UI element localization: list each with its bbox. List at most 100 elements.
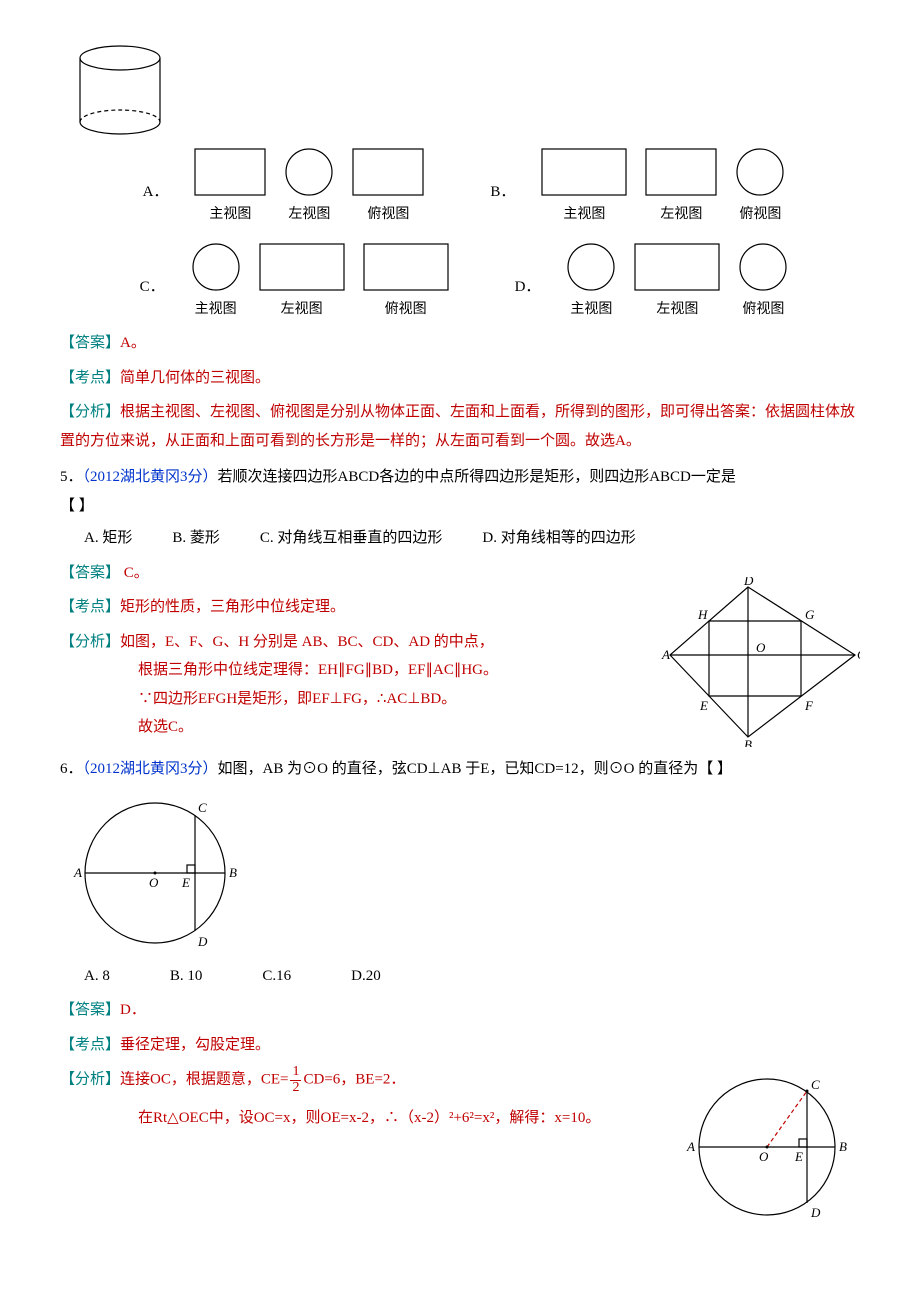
q6-figure2: A B O E C D: [675, 1059, 860, 1229]
q6-answer: 【答案】D．: [60, 996, 860, 1025]
q5-option-C: C. 对角线互相垂直的四边形: [260, 524, 443, 553]
option-B-front: 主视图: [541, 148, 627, 229]
q4-answer-value: A。: [120, 335, 146, 351]
q4-answer: 【答案】A。: [60, 329, 860, 358]
view-label-left: 左视图: [660, 202, 702, 229]
q4-analysis-value: 根据主视图、左视图、俯视图是分别从物体正面、左面和上面看，所得到的图形，即可得出…: [60, 404, 855, 449]
topic-label: 【考点】: [60, 1037, 120, 1053]
q5-option-A: A. 矩形: [84, 524, 132, 553]
q6-answer-value: D．: [120, 1002, 146, 1018]
q6-source: （2012湖北黄冈3分）: [83, 761, 218, 777]
q4-analysis: 【分析】根据主视图、左视图、俯视图是分别从物体正面、左面和上面看，所得到的图形，…: [60, 398, 860, 455]
svg-text:A: A: [73, 865, 82, 880]
answer-label: 【答案】: [60, 335, 120, 351]
q5-options: A. 矩形 B. 菱形 C. 对角线互相垂直的四边形 D. 对角线相等的四边形: [60, 524, 860, 553]
svg-text:B: B: [744, 737, 752, 747]
view-label-left: 左视图: [288, 202, 330, 229]
svg-text:F: F: [804, 698, 814, 713]
option-C-top: 俯视图: [363, 243, 449, 324]
svg-text:C: C: [811, 1077, 820, 1092]
option-C-left: 左视图: [259, 243, 345, 324]
q5-source: （2012湖北黄冈3分）: [83, 469, 218, 485]
q6-number: 6．: [60, 761, 83, 777]
svg-text:E: E: [181, 875, 190, 890]
svg-text:E: E: [794, 1149, 803, 1164]
q6-option-D: D.20: [351, 962, 381, 991]
svg-text:D: D: [810, 1205, 821, 1220]
view-label-left: 左视图: [281, 297, 323, 324]
q6-option-C: C.16: [262, 962, 291, 991]
q4-options-row2: C． 主视图 左视图 俯视图 D． 主视图 左视图 俯视图: [60, 243, 860, 324]
view-label-front: 主视图: [563, 202, 605, 229]
svg-text:C: C: [198, 800, 207, 815]
q5-bracket: 【 】: [60, 492, 860, 521]
svg-text:O: O: [756, 640, 766, 655]
q5-number: 5．: [60, 469, 83, 485]
analysis-label: 【分析】: [60, 634, 120, 650]
view-label-top: 俯视图: [367, 202, 409, 229]
q5-answer-value: C。: [120, 565, 149, 581]
q5-topic-value: 矩形的性质，三角形中位线定理。: [120, 599, 345, 615]
analysis-label: 【分析】: [60, 1072, 120, 1088]
q6-option-A: A. 8: [84, 962, 110, 991]
q5-stem: 5．（2012湖北黄冈3分）若顺次连接四边形ABCD各边的中点所得四边形是矩形，…: [60, 463, 860, 492]
svg-text:A: A: [686, 1139, 695, 1154]
cylinder-figure: [60, 40, 860, 140]
option-A-label: A．: [135, 178, 177, 229]
option-B-label: B．: [482, 178, 523, 229]
option-A-front: 主视图: [194, 148, 266, 229]
analysis-label: 【分析】: [60, 404, 120, 420]
svg-text:G: G: [805, 607, 815, 622]
svg-text:B: B: [839, 1139, 847, 1154]
q6-analysis-before: 连接OC，根据题意，CE=: [120, 1072, 288, 1088]
topic-label: 【考点】: [60, 370, 120, 386]
q6-options: A. 8 B. 10 C.16 D.20: [60, 962, 860, 991]
q6-topic-value: 垂径定理，勾股定理。: [120, 1037, 270, 1053]
option-A-top: 俯视图: [352, 148, 424, 229]
q4-options-row1: A． 主视图 左视图 俯视图 B． 主视图 左视图 俯视图: [60, 148, 860, 229]
svg-text:B: B: [229, 865, 237, 880]
svg-text:C: C: [857, 647, 860, 662]
q5-stem-text: 若顺次连接四边形ABCD各边的中点所得四边形是矩形，则四边形ABCD一定是: [218, 469, 736, 485]
option-D-label: D．: [507, 273, 549, 324]
q6-figure1: A B O E C D: [60, 788, 260, 958]
option-B-top: 俯视图: [735, 148, 785, 229]
option-C-label: C．: [132, 273, 173, 324]
option-D-top: 俯视图: [738, 243, 788, 324]
q5-figure: A B C D E F G H O: [660, 577, 860, 747]
view-label-top: 俯视图: [739, 202, 781, 229]
q6-stem-text: 如图，AB 为⊙O 的直径，弦CD⊥AB 于E，已知CD=12，则⊙O 的直径为: [218, 761, 699, 777]
svg-text:D: D: [197, 934, 208, 949]
svg-text:H: H: [697, 607, 708, 622]
svg-text:D: D: [743, 577, 754, 588]
option-A-left: 左视图: [284, 148, 334, 229]
q4-topic: 【考点】简单几何体的三视图。: [60, 364, 860, 393]
q6-topic: 【考点】垂径定理，勾股定理。: [60, 1031, 860, 1060]
q4-topic-value: 简单几何体的三视图。: [120, 370, 270, 386]
svg-text:A: A: [661, 647, 670, 662]
view-label-front: 主视图: [195, 297, 237, 324]
view-label-left: 左视图: [656, 297, 698, 324]
q5-option-D: D. 对角线相等的四边形: [482, 524, 635, 553]
q6-bracket: 【 】: [698, 761, 732, 777]
option-D-left: 左视图: [634, 243, 720, 324]
svg-text:O: O: [149, 875, 159, 890]
q6-stem: 6．（2012湖北黄冈3分）如图，AB 为⊙O 的直径，弦CD⊥AB 于E，已知…: [60, 755, 860, 784]
answer-label: 【答案】: [60, 565, 120, 581]
option-B-left: 左视图: [645, 148, 717, 229]
view-label-top: 俯视图: [385, 297, 427, 324]
q6-analysis-after: CD=6，BE=2．: [303, 1072, 405, 1088]
svg-text:O: O: [759, 1149, 769, 1164]
q5-option-B: B. 菱形: [172, 524, 220, 553]
view-label-top: 俯视图: [742, 297, 784, 324]
q6-figure1-wrap: A B O E C D: [60, 788, 860, 958]
q6-option-B: B. 10: [170, 962, 203, 991]
option-C-front: 主视图: [191, 243, 241, 324]
option-D-front: 主视图: [566, 243, 616, 324]
topic-label: 【考点】: [60, 599, 120, 615]
cylinder-svg: [60, 40, 180, 140]
answer-label: 【答案】: [60, 1002, 120, 1018]
q5-analysis-l1: 如图，E、F、G、H 分别是 AB、BC、CD、AD 的中点，: [120, 634, 494, 650]
svg-text:E: E: [699, 698, 708, 713]
view-label-front: 主视图: [209, 202, 251, 229]
